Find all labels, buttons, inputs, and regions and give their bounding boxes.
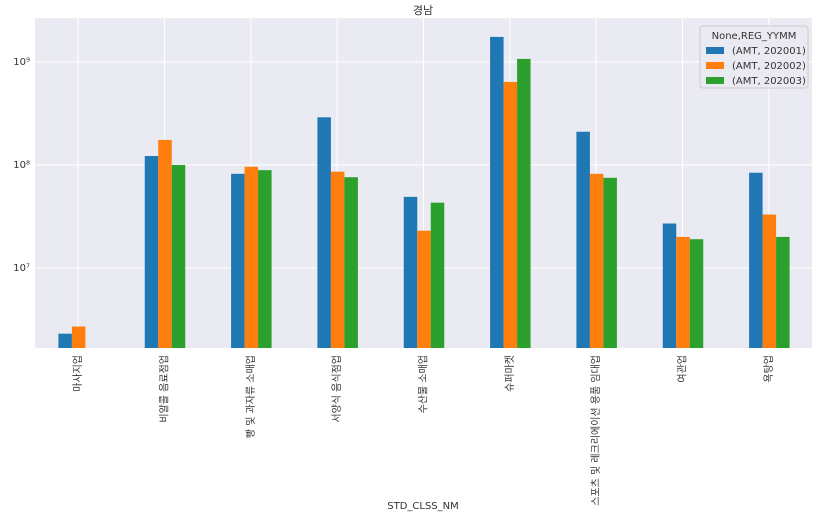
x-tick-label: 욕탕업 [762,355,775,383]
bar [662,223,677,348]
bar [417,230,431,348]
bar [517,58,531,348]
bar [71,326,86,348]
bar [344,177,358,348]
bar [589,173,604,348]
bar [158,139,172,348]
x-tick-label: 비알콜 음료점업 [158,355,171,423]
bar [258,170,272,348]
bar [403,196,418,348]
x-tick-label: 여관업 [676,355,689,383]
y-tick-label: 10⁹ [13,57,30,68]
bar [490,36,504,349]
y-tick-label: 10⁸ [13,160,30,171]
bar [762,214,777,348]
bar [231,173,245,348]
y-tick-label: 10⁷ [13,263,30,274]
bar [144,156,159,348]
x-axis-label: STD_CLSS_NM [387,501,459,512]
bar [430,202,445,348]
bar [603,177,617,348]
bar [58,333,72,348]
legend-swatch [706,47,724,54]
chart-title: 경남 [413,4,433,17]
bar [317,117,331,348]
legend-box [699,25,809,89]
legend-label: (AMT, 202003) [732,76,806,87]
bar [171,164,186,348]
x-tick-label: 스포츠 및 레크리에이션 용품 임대업 [589,355,602,506]
bar [330,171,345,348]
x-tick-label: 슈퍼마켓 [504,355,516,392]
bar [503,81,518,349]
x-tick-label: 수산물 소매업 [417,355,430,413]
legend-swatch [706,62,724,69]
legend-title: None,REG_YYMM [712,31,797,42]
legend-label: (AMT, 202001) [732,46,806,57]
x-tick-label: 마사지업 [71,355,84,392]
x-tick-label: 서양식 음식점업 [330,355,343,423]
bar [676,236,690,348]
bar [776,236,790,348]
legend-swatch [706,77,724,84]
x-tick-label: 빵 및 과자류 소매업 [244,355,257,438]
bar [244,166,259,348]
bar [576,131,590,348]
bar [749,172,763,348]
bar [689,239,704,348]
legend-label: (AMT, 202002) [732,61,806,72]
